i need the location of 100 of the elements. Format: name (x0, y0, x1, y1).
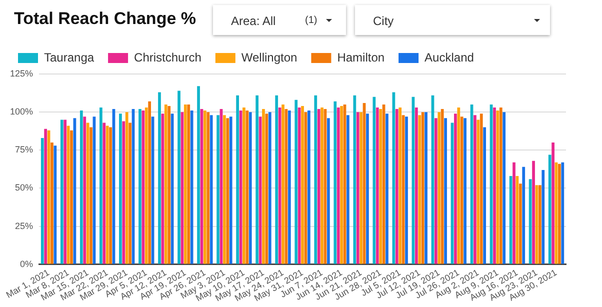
bar (434, 118, 438, 264)
bar (164, 104, 168, 264)
bar (246, 110, 249, 264)
bar (379, 109, 382, 264)
bar (60, 120, 64, 264)
bar (360, 112, 363, 264)
bar (216, 115, 220, 264)
bar (109, 127, 112, 264)
bar (366, 114, 369, 264)
bar (440, 109, 444, 264)
y-tick-label: 0% (20, 258, 34, 269)
bar (256, 95, 259, 264)
bar (50, 142, 54, 264)
bar (476, 120, 480, 264)
y-tick-label: 75% (15, 144, 34, 155)
bar (54, 146, 57, 264)
bar (161, 114, 164, 264)
bar (548, 154, 552, 264)
y-tick-label: 50% (15, 182, 34, 193)
bar (80, 110, 83, 264)
bar (125, 112, 128, 264)
bar (483, 127, 486, 264)
bar (158, 92, 161, 264)
bar (144, 108, 148, 264)
bar (502, 112, 506, 264)
y-tick-label: 25% (15, 220, 34, 231)
bar (493, 108, 496, 264)
legend-label: Wellington (241, 50, 298, 64)
bar (376, 108, 379, 264)
bar (102, 122, 106, 264)
bar (203, 110, 206, 264)
bar (106, 126, 109, 264)
bar (405, 116, 408, 264)
bar (398, 108, 402, 264)
bar (86, 122, 90, 264)
bar (64, 120, 67, 264)
legend-label: Tauranga (44, 50, 94, 64)
bar (512, 162, 516, 264)
bar (265, 114, 268, 264)
bar (210, 115, 213, 264)
bar (496, 110, 500, 264)
bar (317, 109, 320, 264)
text: Area: All (231, 14, 276, 28)
bar (122, 121, 126, 264)
bar (558, 164, 561, 264)
bar (522, 166, 526, 264)
bar (518, 184, 522, 264)
bar (119, 114, 122, 264)
bar (424, 112, 428, 264)
bar (552, 142, 554, 264)
bar (187, 104, 190, 264)
text: (1) (305, 15, 318, 26)
bar (90, 127, 92, 264)
bar (314, 95, 318, 264)
bar (294, 100, 298, 264)
legend-label: Auckland (424, 50, 474, 64)
bar (142, 110, 145, 264)
bar (340, 106, 343, 264)
bar (438, 112, 441, 264)
bar (282, 104, 284, 264)
bar (356, 112, 360, 264)
bar (70, 130, 73, 264)
bar (168, 106, 171, 264)
bar (454, 114, 457, 264)
bar (414, 108, 418, 264)
bar (336, 108, 340, 264)
bar (229, 116, 232, 264)
bar (457, 108, 460, 264)
bar (197, 86, 200, 264)
bar (320, 108, 324, 264)
bar (307, 110, 310, 264)
bar (418, 115, 422, 264)
bar (326, 118, 330, 264)
bar (480, 114, 483, 264)
bar (44, 128, 48, 264)
bar (40, 138, 44, 264)
bar (301, 106, 304, 264)
bar (542, 170, 545, 264)
bar (262, 109, 265, 264)
bar (334, 101, 337, 264)
bar (275, 95, 278, 264)
bar (99, 108, 102, 264)
bar (248, 112, 252, 264)
bar (236, 95, 239, 264)
bar (346, 115, 350, 264)
bar (464, 118, 466, 264)
bar (532, 160, 535, 264)
bar (460, 116, 464, 264)
bar (184, 104, 187, 264)
text: City (373, 14, 394, 28)
bar (242, 108, 246, 264)
bar (288, 110, 291, 264)
bar (474, 115, 476, 264)
bar (178, 90, 180, 264)
y-tick-label: 125% (10, 68, 34, 78)
bar (561, 162, 564, 264)
bar (499, 108, 502, 264)
bar (223, 115, 226, 264)
bar (138, 109, 142, 264)
legend-label: Christchurch (134, 50, 202, 64)
